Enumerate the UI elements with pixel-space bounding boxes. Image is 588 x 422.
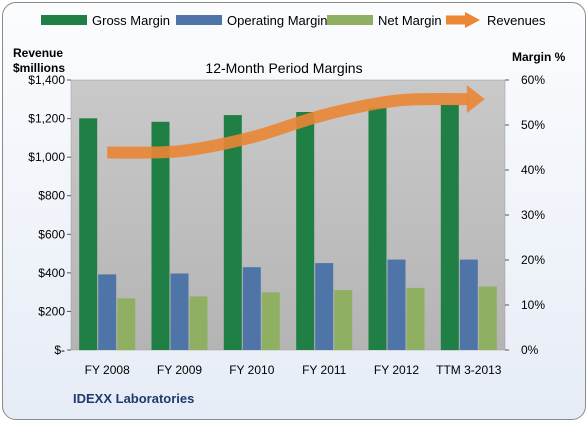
- y-right-tick-label: 50%: [521, 118, 545, 132]
- y-left-ticks: $- $200 $400 $600 $800 $1,000 $1,200 $1,400: [28, 73, 71, 357]
- y-right-axis-title: Margin %: [512, 50, 566, 64]
- x-tick-label: FY 2009: [157, 363, 202, 377]
- company-label: IDEXX Laboratories: [73, 391, 194, 406]
- revenue-line-layer: [107, 85, 485, 159]
- y-left-tick-label: $600: [38, 227, 65, 241]
- bar-gross-margin-2: [223, 115, 242, 350]
- margins-chart: Gross Margin Operating Margin Net Margin…: [13, 12, 566, 406]
- legend-label-revenues: Revenues: [487, 13, 546, 28]
- revenue-line-arrowhead: [466, 85, 485, 114]
- y-left-tick-label: $1,000: [28, 150, 65, 164]
- bar-net-margin-2: [261, 292, 280, 350]
- x-tick-label: FY 2008: [85, 363, 130, 377]
- bar-gross-margin-1: [151, 121, 170, 350]
- bar-operating-margin-3: [315, 263, 334, 350]
- bar-operating-margin-1: [170, 273, 189, 350]
- bar-net-margin-5: [478, 286, 497, 350]
- bar-operating-margin-2: [242, 267, 261, 350]
- legend: Gross Margin Operating Margin Net Margin…: [41, 12, 546, 28]
- y-right-ticks: 0% 10% 20% 30% 40% 50% 60%: [505, 73, 545, 357]
- y-right-tick-label: 20%: [521, 253, 545, 267]
- bar-operating-margin-0: [98, 274, 117, 350]
- x-tick-label: FY 2011: [302, 363, 347, 377]
- legend-label-net-margin: Net Margin: [378, 13, 442, 28]
- legend-label-gross-margin: Gross Margin: [92, 13, 170, 28]
- y-left-tick-label: $1,400: [28, 73, 65, 87]
- bar-gross-margin-3: [296, 112, 315, 350]
- legend-swatch-revenues-arrowhead: [465, 12, 480, 28]
- bar-gross-margin-0: [79, 118, 98, 351]
- x-tick-label: TTM 3-2013: [436, 363, 502, 377]
- y-right-tick-label: 10%: [521, 298, 545, 312]
- bars-layer: [79, 104, 497, 351]
- y-right-tick-label: 60%: [521, 73, 545, 87]
- y-left-tick-label: $200: [38, 304, 65, 318]
- y-left-tick-label: $400: [38, 266, 65, 280]
- y-right-tick-label: 0%: [521, 343, 539, 357]
- y-left-axis-title-line1: Revenue: [13, 46, 63, 60]
- revenue-line: [107, 92, 469, 159]
- bar-operating-margin-4: [387, 259, 406, 350]
- legend-swatch-net-margin: [327, 15, 373, 25]
- bar-gross-margin-4: [368, 107, 387, 351]
- y-left-axis-title-line2: $millions: [13, 61, 65, 75]
- bar-gross-margin-5: [440, 104, 459, 351]
- bar-net-margin-1: [189, 296, 208, 350]
- bar-net-margin-3: [334, 290, 353, 350]
- x-tick-label: FY 2010: [229, 363, 274, 377]
- legend-swatch-operating-margin: [176, 15, 222, 25]
- bar-net-margin-0: [117, 298, 136, 351]
- bar-net-margin-4: [406, 287, 425, 350]
- bar-operating-margin-5: [459, 259, 478, 350]
- y-left-tick-label: $1,200: [28, 112, 65, 126]
- y-right-tick-label: 30%: [521, 208, 545, 222]
- legend-label-operating-margin: Operating Margin: [227, 13, 327, 28]
- y-left-tick-label: $800: [38, 189, 65, 203]
- legend-swatch-gross-margin: [41, 15, 87, 25]
- y-left-tick-label: $-: [54, 343, 65, 357]
- y-right-tick-label: 40%: [521, 163, 545, 177]
- x-axis-ticks: FY 2008 FY 2009 FY 2010 FY 2011 FY 2012 TTM 3…: [85, 363, 502, 377]
- chart-title: 12-Month Period Margins: [205, 60, 362, 76]
- x-tick-label: FY 2012: [374, 363, 419, 377]
